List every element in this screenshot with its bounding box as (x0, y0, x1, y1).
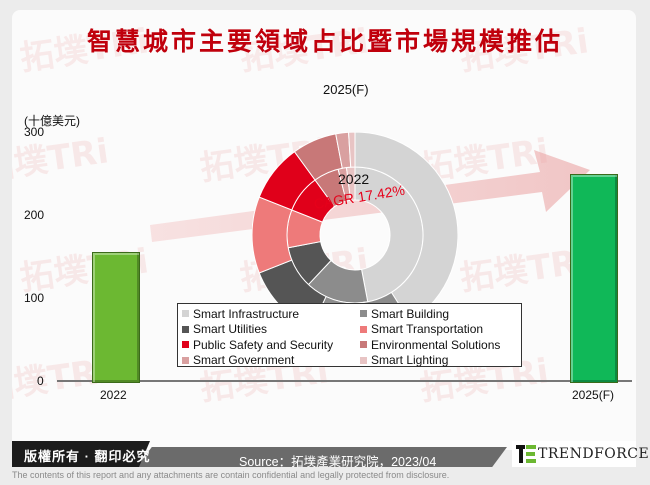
footer-bar: 版權所有 · 翻印必究 Source：拓墣產業研究院，2023/04 TREND… (12, 441, 649, 469)
legend-swatch (360, 325, 367, 333)
y-tick-0: 0 (37, 374, 44, 388)
source-text: Source：拓墣產業研究院，2023/04 (239, 455, 437, 469)
legend-label: Smart Building (371, 306, 450, 321)
legend-item: Smart Infrastructure (182, 306, 360, 322)
legend-item: Smart Transportation (360, 322, 520, 338)
donut-inner-label: 2022 (338, 171, 370, 187)
legend-swatch (182, 341, 189, 349)
trendforce-logo-icon (516, 445, 536, 463)
trendforce-logo-text: TRENDFORCE (538, 446, 650, 462)
donut-segment (348, 132, 356, 168)
legend-label: Smart Lighting (371, 353, 449, 368)
footer-copyright-band (12, 441, 150, 467)
legend-item: Smart Government (182, 353, 360, 369)
legend-label: Smart Utilities (193, 322, 268, 337)
bar-2025f (570, 173, 618, 383)
legend-label: Environmental Solutions (371, 337, 501, 352)
disclaimer-text: The contents of this report and any atta… (12, 470, 450, 480)
legend-label: Public Safety and Security (193, 337, 334, 352)
legend-item: Smart Utilities (182, 322, 360, 338)
legend-label: Smart Infrastructure (193, 306, 300, 321)
legend-item: Environmental Solutions (360, 337, 520, 353)
legend-item: Smart Building (360, 306, 520, 322)
legend-swatch (182, 310, 189, 318)
y-tick-100: 100 (24, 291, 45, 305)
legend-item: Smart Lighting (360, 353, 520, 369)
legend-swatch (182, 356, 189, 364)
chart-legend: Smart Infrastructure Smart Building Smart … (177, 303, 522, 367)
legend-label: Smart Government (193, 353, 295, 368)
legend-swatch (360, 310, 367, 318)
copyright-text: 版權所有 · 翻印必究 (24, 449, 151, 464)
legend-label: Smart Transportation (371, 322, 484, 337)
x-label-2022: 2022 (100, 388, 127, 402)
trendforce-logo: TRENDFORCE (512, 441, 649, 467)
svg-text:拓墣TRi: 拓墣TRi (12, 131, 111, 189)
x-axis-line (57, 380, 632, 382)
y-tick-300: 300 (24, 125, 45, 139)
donut-outer-label: 2025(F) (323, 82, 369, 97)
donut-segment (252, 196, 293, 274)
y-axis-unit: (十億美元) (24, 114, 80, 128)
chart-title: 智慧城市主要領域占比暨市場規模推估 (86, 27, 563, 56)
legend-item: Public Safety and Security (182, 337, 360, 353)
legend-swatch (360, 341, 367, 349)
legend-swatch (182, 325, 189, 333)
y-tick-200: 200 (24, 208, 45, 222)
legend-swatch (360, 356, 367, 364)
x-label-2025f: 2025(F) (572, 388, 615, 402)
footer-source-band (137, 447, 507, 467)
bar-2022 (92, 252, 140, 383)
